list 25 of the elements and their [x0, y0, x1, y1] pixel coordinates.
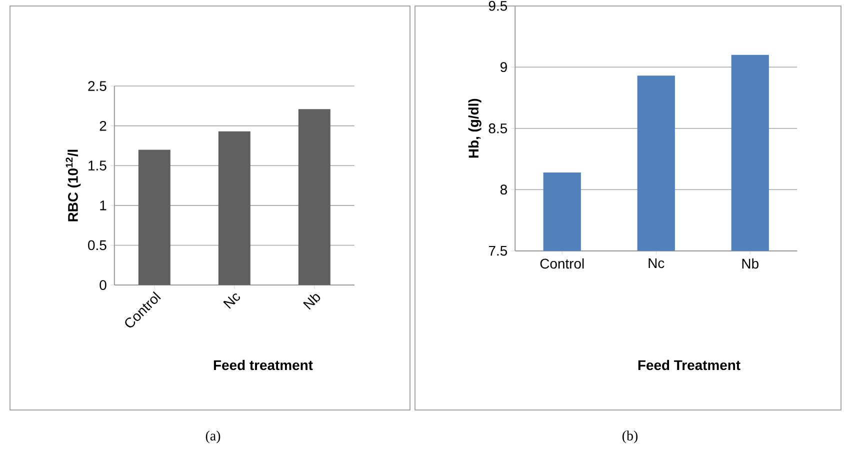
y-tick-label: 0 [100, 280, 106, 290]
y-tick-label: 2 [100, 120, 106, 131]
y-tick-label: 1.5 [88, 160, 106, 170]
x-axis-title: Feed Treatment [638, 360, 740, 370]
y-tick-label: 2.5 [88, 81, 106, 91]
y-axis-title: Hb, (g/dl) [468, 98, 482, 158]
y-tick-label: 1 [100, 200, 106, 210]
x-tick-label: Nc [223, 294, 240, 309]
x-tick-label: Nb [302, 294, 320, 310]
text: (a) [206, 430, 220, 444]
y-tick-label: 0.5 [88, 240, 106, 250]
y-tick-label: 9.5 [488, 0, 508, 11]
x-tick-label: Nc [648, 258, 664, 268]
bar [218, 131, 250, 286]
x-tick-label: Nb [742, 258, 758, 269]
text: (b) [622, 430, 638, 444]
y-tick-label: 8 [500, 184, 507, 195]
y-tick-label: 7.5 [488, 246, 508, 256]
y-axis-title: RBC (10$^{12}$/l [66, 150, 81, 222]
bar [298, 109, 330, 286]
y-tick-label: 8.5 [488, 123, 508, 134]
y-tick-label: 9 [500, 62, 507, 72]
x-tick-label: Control [540, 258, 584, 269]
x-axis-title: Feed treatment [214, 360, 313, 370]
bar [138, 150, 170, 286]
